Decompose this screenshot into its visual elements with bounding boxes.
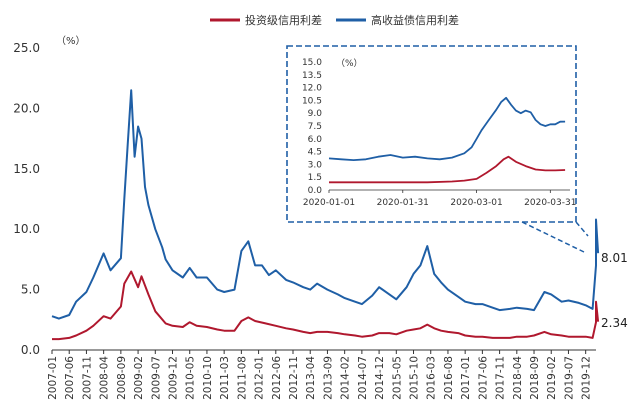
main-x-tick-label: 2014-12 bbox=[374, 356, 386, 400]
main-x-tick-label: 2019-02 bbox=[546, 356, 558, 400]
main-x-tick-label: 2007-11 bbox=[81, 356, 93, 400]
inset-y-tick-label: 4.5 bbox=[308, 148, 322, 158]
main-x-tick-label: 2015-05 bbox=[391, 356, 403, 400]
main-plot: （%） 0.05.010.015.020.025.0 2007-01 2007-0… bbox=[13, 35, 627, 400]
legend-label-high-yield: 高收益债信用利差 bbox=[371, 13, 459, 27]
inset-y-tick-label: 0.0 bbox=[308, 186, 323, 196]
main-y-tick-label: 0.0 bbox=[21, 343, 40, 357]
inset-frame bbox=[286, 45, 577, 223]
inset-y-tick-label: 15.0 bbox=[302, 58, 322, 68]
main-x-tick-label: 2013-04 bbox=[305, 356, 317, 400]
main-x-tick-label: 2019-12 bbox=[581, 356, 593, 400]
main-x-tick-label: 2014-07 bbox=[357, 356, 369, 400]
main-y-tick-label: 5.0 bbox=[21, 283, 40, 297]
main-series-lines bbox=[51, 89, 600, 341]
main-x-tick-label: 2012-06 bbox=[271, 356, 283, 400]
main-x-tick-label: 2011-03 bbox=[219, 356, 231, 400]
main-x-tick-label: 2016-03 bbox=[426, 356, 438, 400]
main-x-tick-label: 2018-09 bbox=[529, 356, 541, 400]
main-y-tick-label: 20.0 bbox=[13, 101, 40, 115]
investment-grade-end-value: 2.34 bbox=[601, 316, 628, 330]
inset-x-axis: 2020-01-01 2020-01-31 2020-03-01 2020-03-31 bbox=[303, 190, 576, 208]
inset-y-tick-label: 1.5 bbox=[308, 173, 322, 183]
legend-label-investment-grade: 投资级信用利差 bbox=[245, 13, 322, 27]
inset-y-axis: 0.0 1.5 3.0 4.5 6.0 7.5 9.0 10.5 12.0 13.5 15.0 bbox=[302, 58, 322, 196]
main-x-tick-label: 2015-10 bbox=[409, 356, 421, 400]
inset-connectors bbox=[521, 221, 589, 253]
inset-x-tick-label: 2020-03-31 bbox=[524, 198, 576, 208]
inset-y-tick-label: 13.5 bbox=[302, 71, 322, 81]
main-x-tick-label: 2009-12 bbox=[168, 356, 180, 400]
inset-unit-label: （%） bbox=[336, 58, 363, 69]
inset-chart: （%） 0.0 1.5 3.0 4.5 6.0 7.5 9.0 10.5 12.0 13.5 15.… bbox=[286, 45, 577, 223]
main-y-tick-label: 25.0 bbox=[13, 41, 40, 55]
main-x-axis: 2007-01 2007-06 2007-11 2008-04 2008-09 2009-… bbox=[47, 350, 593, 400]
main-x-tick-label: 2010-05 bbox=[185, 356, 197, 400]
main-x-tick-label: 2011-08 bbox=[236, 356, 248, 400]
inset-y-tick-label: 7.5 bbox=[308, 122, 322, 132]
main-x-tick-label: 2009-07 bbox=[150, 356, 162, 400]
inset-connector-line-2 bbox=[575, 221, 589, 237]
inset-x-tick-label: 2020-01-01 bbox=[303, 198, 355, 208]
inset-high-yield-line bbox=[328, 96, 566, 162]
main-x-tick-label: 2012-11 bbox=[288, 356, 300, 400]
main-unit-label: （%） bbox=[56, 35, 86, 47]
inset-x-tick-label: 2020-01-31 bbox=[377, 198, 429, 208]
inset-connector-line-1 bbox=[521, 221, 585, 253]
main-x-tick-label: 2012-01 bbox=[254, 356, 266, 400]
inset-y-tick-label: 3.0 bbox=[308, 160, 323, 170]
main-x-tick-label: 2008-09 bbox=[116, 356, 128, 400]
main-x-tick-label: 2008-04 bbox=[99, 356, 111, 400]
main-x-tick-label: 2007-06 bbox=[64, 356, 76, 400]
inset-y-tick-label: 9.0 bbox=[308, 109, 323, 119]
inset-y-tick-label: 6.0 bbox=[308, 135, 323, 145]
inset-y-tick-label: 12.0 bbox=[302, 84, 322, 94]
main-y-axis: 0.0 5.0 10.0 15.0 20.0 25.0 bbox=[13, 41, 40, 357]
main-y-tick-label: 10.0 bbox=[13, 222, 40, 236]
inset-investment-grade-line bbox=[329, 155, 566, 184]
main-x-tick-label: 2017-06 bbox=[477, 356, 489, 400]
inset-x-tick-label: 2020-03-01 bbox=[450, 198, 502, 208]
main-y-tick-label: 15.0 bbox=[13, 162, 40, 176]
main-x-tick-label: 2017-11 bbox=[495, 356, 507, 400]
inset-y-tick-label: 10.5 bbox=[302, 96, 322, 106]
main-x-tick-label: 2016-08 bbox=[443, 356, 455, 400]
main-x-tick-label: 2019-07 bbox=[563, 356, 575, 400]
main-x-tick-label: 2013-09 bbox=[322, 356, 334, 400]
main-x-tick-label: 2017-01 bbox=[460, 356, 472, 400]
main-x-tick-label: 2007-01 bbox=[47, 356, 59, 400]
legend: 投资级信用利差 高收益债信用利差 bbox=[210, 13, 459, 27]
main-x-tick-label: 2018-04 bbox=[512, 356, 524, 400]
investment-grade-spread-line bbox=[52, 270, 600, 341]
inset-series-lines bbox=[328, 96, 566, 184]
high-yield-spread-line bbox=[51, 89, 600, 320]
main-x-tick-label: 2014-02 bbox=[340, 356, 352, 400]
main-x-tick-label: 2009-02 bbox=[133, 356, 145, 400]
main-x-tick-label: 2010-10 bbox=[202, 356, 214, 400]
high-yield-end-value: 8.01 bbox=[601, 251, 628, 265]
